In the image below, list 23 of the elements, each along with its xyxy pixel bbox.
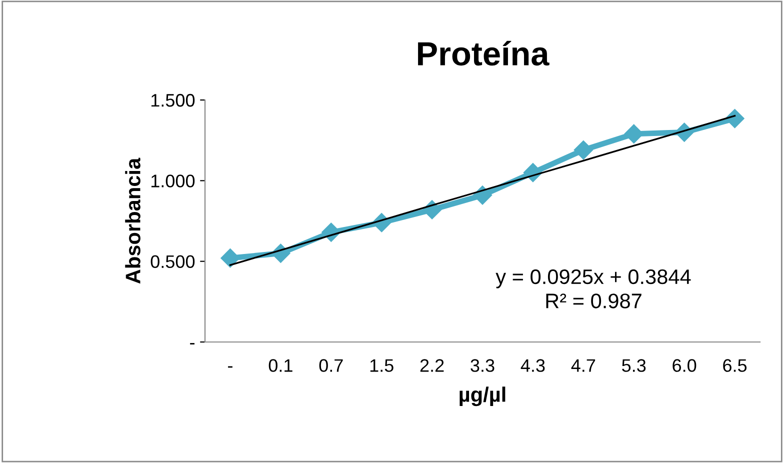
y-tick-label: 0.500 [150, 255, 195, 268]
point [624, 124, 644, 144]
annotation: R² = 0.987 [546, 294, 642, 308]
x-tick-label: 4.3 [520, 359, 545, 372]
y-tick-label: 1.500 [151, 94, 195, 107]
x-tick-label: 3.3 [470, 359, 494, 372]
y-tick-label: - [190, 343, 194, 344]
y-tick-label: 1.000 [151, 174, 195, 188]
annotation: y = 0.0925x + 0.3844 [496, 269, 691, 288]
x-axis-title: µg/µl [460, 386, 506, 406]
x-tick-label: 4.7 [571, 359, 596, 372]
point [725, 109, 744, 128]
point [574, 140, 593, 160]
x-tick-label: 2.2 [420, 359, 444, 372]
x-tick-label: 5.3 [622, 359, 646, 372]
point [220, 248, 240, 268]
x-tick-label: 0.1 [268, 359, 292, 372]
x-tick-label: 1.5 [370, 359, 394, 372]
x-tick-label: 6.0 [672, 359, 696, 372]
y-axis-title: Absorbancia [125, 158, 140, 284]
x-tick-label: 0.7 [319, 359, 343, 372]
chart-title: Proteína [418, 40, 550, 66]
x-tick-label: 6.5 [723, 359, 747, 372]
